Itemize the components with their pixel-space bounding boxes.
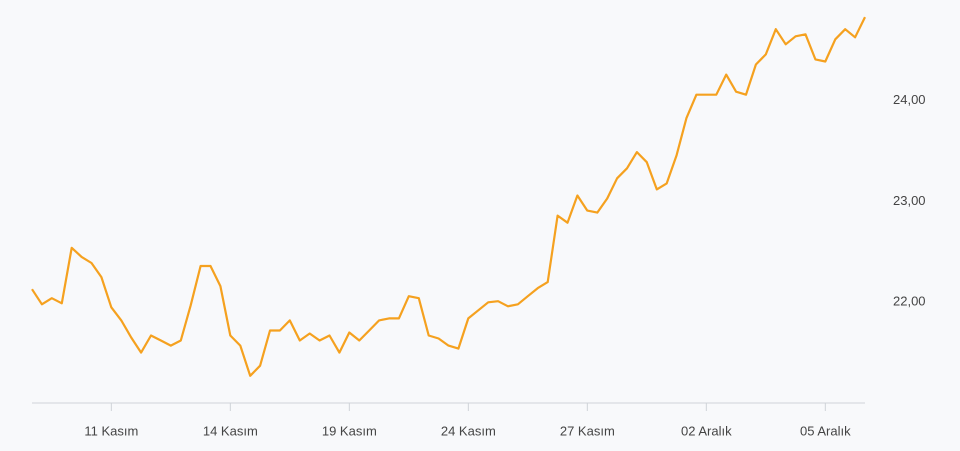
x-tick-label: 19 Kasım bbox=[322, 423, 377, 438]
x-tick-label: 11 Kasım bbox=[84, 423, 138, 438]
y-tick-label: 22,00 bbox=[893, 294, 926, 309]
price-line bbox=[31, 16, 866, 377]
x-tick-label: 24 Kasım bbox=[441, 423, 496, 438]
x-tick-label: 27 Kasım bbox=[560, 423, 615, 438]
x-tick-label: 05 Aralık bbox=[800, 423, 851, 438]
x-tick-label: 02 Aralık bbox=[681, 423, 732, 438]
x-tick-label: 14 Kasım bbox=[203, 423, 258, 438]
y-tick-label: 23,00 bbox=[893, 193, 926, 208]
y-tick-label: 24,00 bbox=[893, 92, 926, 107]
